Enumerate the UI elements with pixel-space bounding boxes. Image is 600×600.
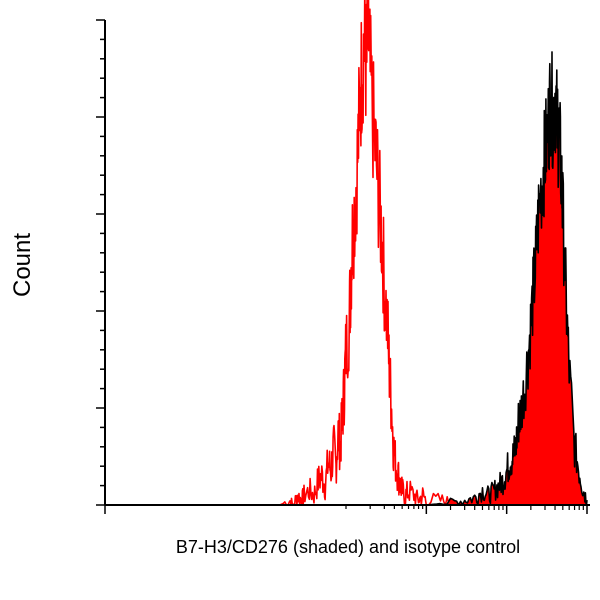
isotype-series [105, 0, 587, 506]
x-axis-label: B7-H3/CD276 (shaded) and isotype control [176, 537, 520, 557]
b7-h3-outline [426, 51, 588, 506]
isotype-control-line [105, 0, 587, 506]
b7-h3-series [426, 51, 588, 506]
axes [96, 19, 590, 514]
y-axis-label: Count [9, 233, 36, 297]
